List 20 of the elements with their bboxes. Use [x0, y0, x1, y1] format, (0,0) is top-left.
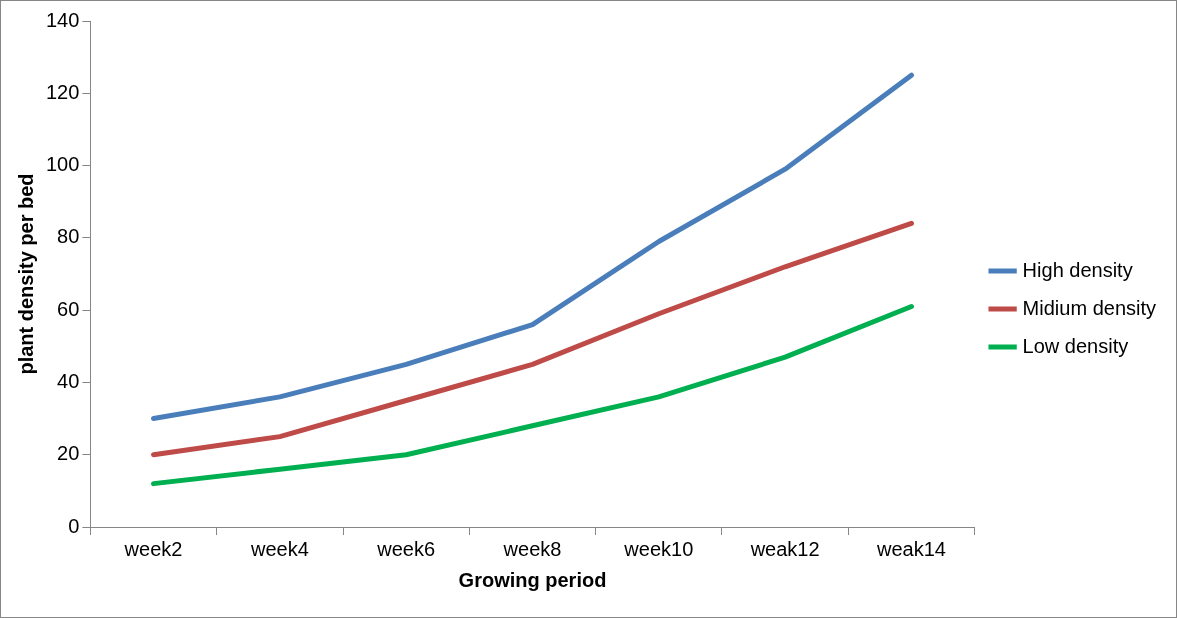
- y-tick-label: 120: [45, 80, 80, 103]
- x-tick-label: weak12: [749, 537, 820, 560]
- y-tick-label: 40: [57, 369, 80, 392]
- y-tick-label: 20: [57, 442, 80, 465]
- x-tick-label: week2: [123, 537, 183, 560]
- y-tick-label: 80: [57, 225, 80, 248]
- legend-label: High density: [1022, 258, 1133, 281]
- legend-label: Low density: [1022, 334, 1129, 357]
- y-tick-label: 0: [68, 514, 80, 537]
- x-tick-label: week10: [623, 537, 694, 560]
- y-axis-title: plant density per bed: [14, 173, 37, 375]
- x-tick-label: week8: [502, 537, 562, 560]
- y-tick-label: 140: [45, 8, 80, 31]
- x-tick-label: weak14: [875, 537, 946, 560]
- x-axis-title: Growing period: [458, 568, 607, 591]
- y-tick-label: 60: [57, 297, 80, 320]
- legend-label: Midium density: [1022, 296, 1157, 319]
- x-tick-label: week6: [376, 537, 436, 560]
- x-tick-label: week4: [249, 537, 309, 560]
- y-tick-label: 100: [45, 153, 80, 176]
